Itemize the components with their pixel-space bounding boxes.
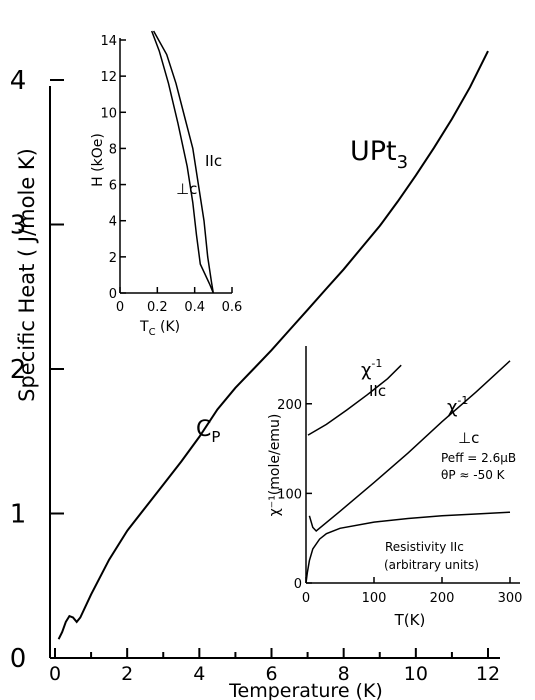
main-axes [49,86,500,659]
inset1-y-tick-label: 0 [109,287,117,302]
chart-title: UPt3 [350,136,408,173]
resistivity-label: Resistivity IIc [385,540,464,554]
inset1-x-label: TC (K) [139,319,180,338]
chi-par-label: IIc [369,382,386,400]
inset2-x-tick-label: 300 [498,591,523,606]
inset1-y-tick-label: 6 [109,179,117,194]
inset2-y-tick-label: 100 [277,487,302,502]
chi-perp-curve [308,360,511,533]
y-tick-label: 1 [10,500,27,530]
peff-label: Peff = 2.6μB [441,451,516,465]
cp-label: CP [196,417,220,446]
y-tick-label: 2 [10,355,27,385]
critical-field-inset: 0 0.2 0.4 0.6 0 2 4 6 8 10 12 14 ⊥c IIc TC (K) H (k… [90,30,242,338]
inset1-y-label: H (kOe) [90,133,106,187]
inset2-y-tick-label: 200 [277,398,302,413]
x-tick-label: 6 [265,663,277,685]
cp-curve [57,50,489,640]
inset1-y-tick-label: 8 [109,142,117,157]
inset2-x-label: T(K) [394,611,426,629]
inset2-ticks: 0 100 200 300 0 100 200 [277,398,522,606]
inset1-y-tick-label: 4 [109,215,117,230]
y-axis-label: Specific Heat ( J/mole K) [15,148,39,402]
inset1-x-tick-label: 0.2 [147,300,168,315]
resistivity-units: (arbitrary units) [384,558,479,572]
susceptibility-inset: 0 100 200 300 0 100 200 χ-1 IIc χ-1 ⊥c Peff = … [267,346,522,629]
par-c-curve [152,30,215,294]
theta-label: θP ≈ -50 K [441,468,506,482]
inset1-perp-label: ⊥c [176,180,197,198]
inset2-y-tick-label: 0 [294,577,302,592]
y-tick-label: 3 [10,211,27,241]
chi-par-curve [307,364,402,436]
y-tick-label: 4 [10,66,27,96]
inset1-y-tick-label: 12 [100,70,117,85]
inset1-y-tick-label: 2 [109,251,117,266]
resistivity-curve [305,511,511,584]
inset2-y-label: χ⁻¹(mole/emu) [267,414,283,517]
x-tick-label: 12 [476,663,500,685]
y-tick-label: 0 [10,644,27,674]
inset1-y-tick-label: 14 [100,34,117,49]
inset1-par-label: IIc [205,152,222,170]
chi-perp-label: ⊥c [458,429,479,447]
inset1-x-tick-label: 0 [116,300,124,315]
inset2-x-tick-label: 0 [302,591,310,606]
x-tick-label: 2 [121,663,133,685]
x-tick-label: 8 [338,663,350,685]
x-tick-label: 10 [404,663,428,685]
inset1-y-tick-label: 10 [100,106,117,121]
inset2-x-tick-label: 200 [430,591,455,606]
x-axis-label: Temperature (K) [228,680,383,700]
chi-perp-symbol: χ-1 [447,394,468,418]
x-tick-label: 4 [193,663,205,685]
perp-c-curve [150,30,214,294]
x-tick-label: 0 [49,663,61,685]
inset2-x-tick-label: 100 [362,591,387,606]
chi-par-symbol: χ-1 [361,357,382,381]
inset1-x-tick-label: 0.4 [184,300,205,315]
inset1-x-tick-label: 0.6 [222,300,243,315]
inset1-ticks: 0 0.2 0.4 0.6 0 2 4 6 8 10 12 14 [100,34,242,315]
